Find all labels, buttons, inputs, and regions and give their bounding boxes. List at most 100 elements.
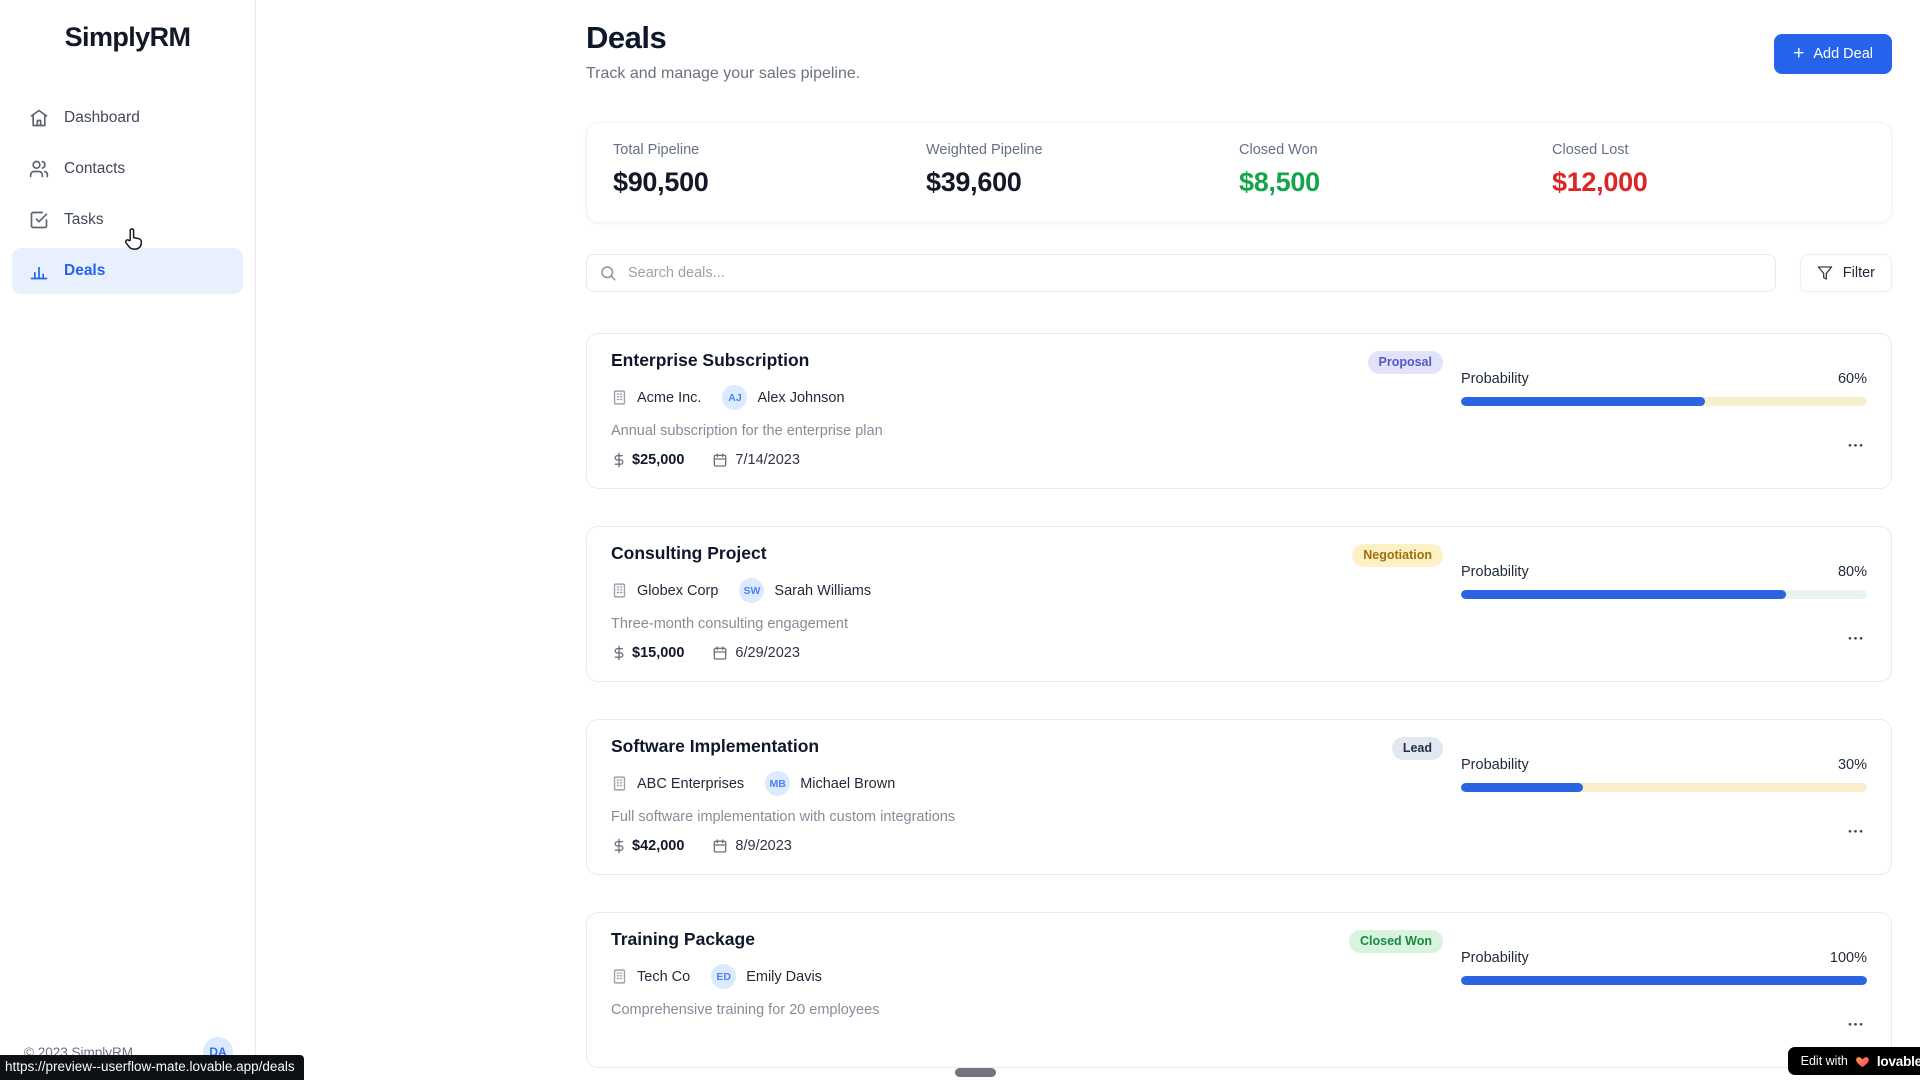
calendar-icon (712, 645, 728, 661)
deal-contact: Michael Brown (800, 775, 896, 792)
deal-date: 6/29/2023 (735, 645, 800, 661)
deal-info: Training Package Tech Co ED Emily Davis … (611, 929, 1351, 1047)
probability-bar-track (1461, 976, 1867, 985)
more-options-button[interactable] (1844, 433, 1867, 456)
filter-button[interactable]: Filter (1799, 254, 1892, 292)
deal-amount: $15,000 (632, 645, 685, 661)
probability-value: 100% (1829, 950, 1867, 966)
deals-toolbar: Filter (586, 254, 1892, 292)
deal-date-group: 7/14/2023 (705, 452, 800, 468)
deal-date: 7/14/2023 (735, 452, 800, 468)
scroll-indicator[interactable] (955, 1068, 996, 1077)
stage-badge: Negotiation (1352, 544, 1443, 567)
stat-label: Total Pipeline (613, 142, 700, 158)
sidebar-item-label: Deals (64, 262, 106, 279)
probability-bar-fill (1461, 397, 1705, 406)
sidebar: SimplyRM Dashboard Contacts Tasks Deals (0, 0, 256, 1080)
sidebar-item-contacts[interactable]: Contacts (12, 146, 243, 192)
deal-right: Negotiation Probability 80% (1352, 543, 1867, 661)
stat-total-pipeline: Total Pipeline $90,500 (613, 142, 926, 198)
more-options-button[interactable] (1844, 819, 1867, 842)
deal-meta-row: Globex Corp SW Sarah Williams (611, 578, 1351, 603)
badge-col: Lead (1367, 736, 1443, 854)
stat-value: $12,000 (1552, 167, 1648, 197)
page-title: Deals (586, 20, 667, 55)
deal-description: Annual subscription for the enterprise p… (611, 423, 883, 439)
deal-meta-row: Tech Co ED Emily Davis (611, 964, 1351, 989)
sidebar-item-deals[interactable]: Deals (12, 248, 243, 294)
contact-avatar: ED (711, 964, 737, 989)
app-logo: SimplyRM (64, 22, 191, 52)
pipeline-stats: Total Pipeline $90,500 Weighted Pipeline… (586, 122, 1892, 223)
deal-title: Training Package (611, 929, 755, 949)
deal-amount-row: $42,000 8/9/2023 (611, 838, 1351, 854)
search-input[interactable] (586, 254, 1776, 292)
filter-label: Filter (1842, 265, 1875, 281)
calendar-icon (712, 452, 728, 468)
stage-badge: Proposal (1367, 351, 1443, 374)
deal-card[interactable]: Enterprise Subscription Acme Inc. AJ Ale… (586, 333, 1892, 489)
deal-date: 8/9/2023 (735, 838, 792, 854)
deal-title: Consulting Project (611, 543, 767, 563)
lovable-brand-label: lovable (1876, 1053, 1920, 1069)
probability-block: Probability 60% (1461, 350, 1867, 468)
probability-label: Probability (1461, 757, 1529, 773)
dollar-icon (611, 452, 627, 468)
deal-meta-row: Acme Inc. AJ Alex Johnson (611, 385, 1351, 410)
page-subtitle: Track and manage your sales pipeline. (586, 65, 861, 82)
stat-weighted-pipeline: Weighted Pipeline $39,600 (926, 142, 1239, 198)
deal-company: ABC Enterprises (637, 775, 745, 792)
heart-icon (1855, 1054, 1870, 1069)
stat-value: $90,500 (613, 167, 709, 197)
deal-title: Software Implementation (611, 736, 820, 756)
sidebar-item-label: Tasks (64, 211, 104, 228)
deal-amount: $42,000 (632, 838, 685, 854)
sidebar-item-dashboard[interactable]: Dashboard (12, 95, 243, 141)
probability-label: Probability (1461, 371, 1529, 387)
deal-company: Tech Co (637, 968, 691, 985)
cursor-pointer-icon (122, 226, 146, 252)
deal-info: Consulting Project Globex Corp SW Sarah … (611, 543, 1351, 661)
stat-label: Weighted Pipeline (926, 142, 1043, 158)
probability-label: Probability (1461, 564, 1529, 580)
sidebar-item-label: Contacts (64, 160, 126, 177)
edit-with-label: Edit with (1800, 1054, 1848, 1068)
probability-value: 30% (1837, 757, 1867, 773)
search-icon (599, 264, 617, 282)
deal-company: Globex Corp (637, 582, 719, 599)
sidebar-item-tasks[interactable]: Tasks (12, 197, 243, 243)
deal-date-group: 8/9/2023 (705, 838, 792, 854)
bar-chart-icon (29, 261, 49, 281)
calendar-icon (712, 838, 728, 854)
deal-contact: Sarah Williams (774, 582, 872, 599)
dollar-icon (611, 645, 627, 661)
sidebar-nav: Dashboard Contacts Tasks Deals (0, 95, 255, 294)
check-square-icon (29, 210, 49, 230)
edit-with-lovable-badge[interactable]: Edit with lovable (1787, 1047, 1920, 1075)
deal-card[interactable]: Training Package Tech Co ED Emily Davis … (586, 912, 1892, 1068)
users-icon (29, 159, 49, 179)
deal-title: Enterprise Subscription (611, 350, 810, 370)
badge-col: Closed Won (1349, 929, 1443, 1047)
deal-card[interactable]: Software Implementation ABC Enterprises … (586, 719, 1892, 875)
badge-col: Proposal (1367, 350, 1443, 468)
funnel-icon (1817, 265, 1833, 281)
more-options-button[interactable] (1844, 626, 1867, 649)
deal-contact: Alex Johnson (757, 389, 845, 406)
deal-meta-row: ABC Enterprises MB Michael Brown (611, 771, 1351, 796)
deal-list: Enterprise Subscription Acme Inc. AJ Ale… (586, 333, 1892, 1068)
stage-badge: Lead (1391, 737, 1443, 760)
probability-value: 60% (1837, 371, 1867, 387)
stat-label: Closed Lost (1552, 142, 1629, 158)
building-icon (611, 582, 628, 599)
badge-col: Negotiation (1352, 543, 1443, 661)
more-options-button[interactable] (1844, 1012, 1867, 1035)
deal-contact: Emily Davis (746, 968, 822, 985)
deal-amount-row: $15,000 6/29/2023 (611, 645, 1351, 661)
add-deal-button[interactable]: + Add Deal (1774, 34, 1892, 74)
building-icon (611, 775, 628, 792)
deal-date-group: 6/29/2023 (705, 645, 800, 661)
deal-card[interactable]: Consulting Project Globex Corp SW Sarah … (586, 526, 1892, 682)
ellipsis-icon (1846, 1014, 1865, 1033)
plus-icon: + (1793, 42, 1805, 64)
